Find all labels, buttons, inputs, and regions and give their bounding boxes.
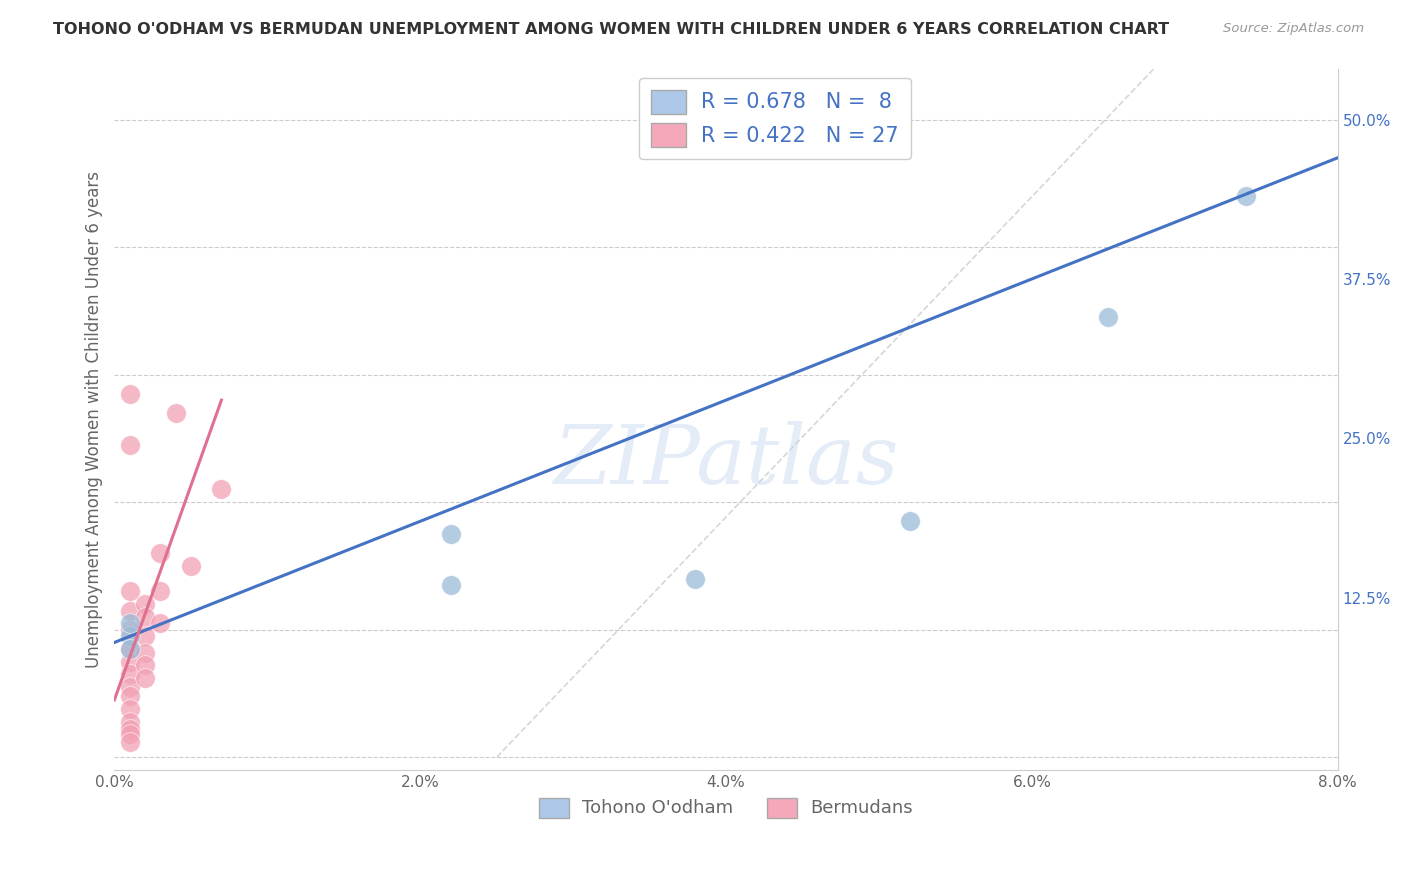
Point xyxy=(685,572,707,586)
Text: TOHONO O'ODHAM VS BERMUDAN UNEMPLOYMENT AMONG WOMEN WITH CHILDREN UNDER 6 YEARS : TOHONO O'ODHAM VS BERMUDAN UNEMPLOYMENT … xyxy=(53,22,1170,37)
Point xyxy=(440,578,463,592)
Text: ZIPatlas: ZIPatlas xyxy=(554,421,898,501)
Point xyxy=(118,616,141,631)
Point xyxy=(118,735,141,749)
Point xyxy=(118,603,141,617)
Point xyxy=(134,629,156,643)
Point xyxy=(118,680,141,694)
Y-axis label: Unemployment Among Women with Children Under 6 years: Unemployment Among Women with Children U… xyxy=(86,170,103,668)
Point xyxy=(180,558,202,573)
Point xyxy=(118,667,141,681)
Point xyxy=(118,641,141,656)
Point xyxy=(118,629,141,643)
Point xyxy=(440,527,463,541)
Point xyxy=(898,514,921,528)
Point xyxy=(118,722,141,736)
Point xyxy=(134,597,156,611)
Point xyxy=(134,671,156,685)
Point xyxy=(1097,310,1119,325)
Point xyxy=(165,406,187,420)
Point xyxy=(118,655,141,669)
Point xyxy=(134,646,156,660)
Point xyxy=(149,584,172,599)
Point xyxy=(118,584,141,599)
Legend: Tohono O'odham, Bermudans: Tohono O'odham, Bermudans xyxy=(533,791,920,825)
Point xyxy=(118,714,141,729)
Point xyxy=(118,438,141,452)
Point xyxy=(118,702,141,716)
Point xyxy=(134,658,156,673)
Point xyxy=(149,616,172,631)
Point xyxy=(118,727,141,741)
Text: Source: ZipAtlas.com: Source: ZipAtlas.com xyxy=(1223,22,1364,36)
Point xyxy=(118,641,141,656)
Point xyxy=(118,689,141,703)
Point xyxy=(209,483,232,497)
Point xyxy=(134,610,156,624)
Point xyxy=(149,546,172,560)
Point xyxy=(118,386,141,401)
Point xyxy=(1234,189,1257,203)
Point xyxy=(685,119,707,133)
Point xyxy=(118,623,141,637)
